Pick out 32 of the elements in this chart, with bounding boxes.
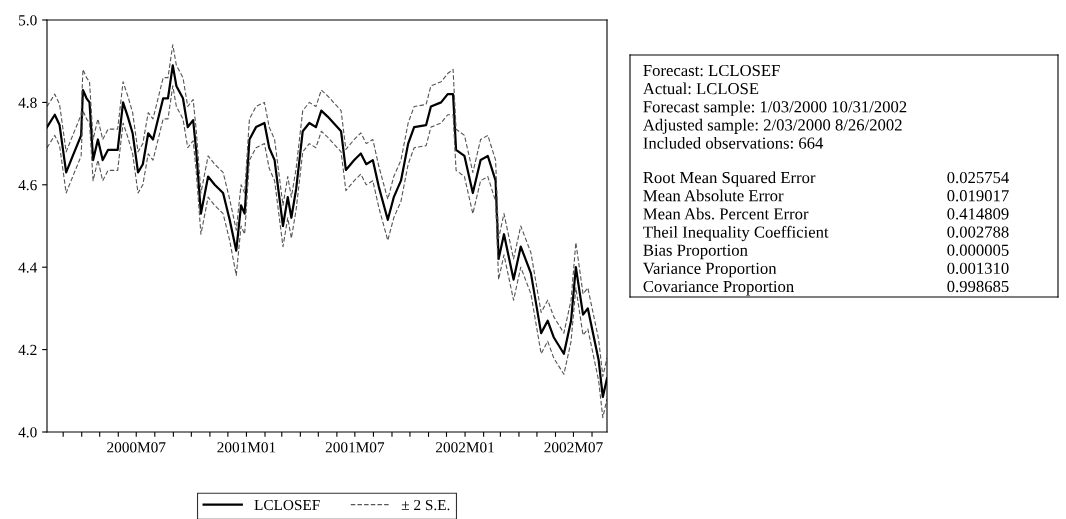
y-tick-label: 4.2 <box>18 344 37 356</box>
text: 0.025754 <box>947 171 1009 184</box>
y-tick-label: 4.8 <box>18 97 37 108</box>
text: 0.002788 <box>947 226 1009 238</box>
text: 0.001310 <box>947 262 1009 275</box>
x-tick-label: 2001M01 <box>217 442 276 453</box>
category-label: Bias Proportion <box>643 244 748 260</box>
category-label: Variance Proportion <box>643 262 777 278</box>
category-label: Mean Abs. Percent Error <box>643 207 809 220</box>
x-tick-label: 2000M07 <box>107 442 166 453</box>
y-tick-label: 5.0 <box>19 15 37 26</box>
x-tick-label: 2002M07 <box>544 442 603 453</box>
text: Included observations: 664 <box>643 136 824 149</box>
text: Forecast sample: 1/03/2000 10/31/2002 <box>643 100 907 116</box>
text: 0.019017 <box>947 190 1009 202</box>
text: Actual: LCLOSE <box>643 82 759 95</box>
legend-label: LCLOSEF <box>254 499 320 511</box>
category-label: Mean Absolute Error <box>643 189 784 202</box>
y-tick-label: 4.6 <box>18 179 37 191</box>
text: 0.414809 <box>947 208 1009 220</box>
text: Adjusted sample: 2/03/2000 8/26/2002 <box>643 118 902 134</box>
legend-label: ± 2 S.E. <box>401 499 450 511</box>
category-label: Root Mean Squared Error <box>643 171 816 187</box>
text: 0.998685 <box>947 280 1009 293</box>
x-tick-label: 2002M01 <box>436 442 494 453</box>
y-tick-label: 4.4 <box>18 262 38 273</box>
category-label: Covariance Proportion <box>643 280 794 296</box>
category-label: Theil Inequality Coefficient <box>643 225 829 242</box>
text: Forecast: LCLOSEF <box>643 64 780 77</box>
text: 0.000005 <box>947 244 1009 256</box>
y-tick-label: 4.0 <box>18 427 37 438</box>
x-tick-label: 2001M07 <box>325 442 385 453</box>
